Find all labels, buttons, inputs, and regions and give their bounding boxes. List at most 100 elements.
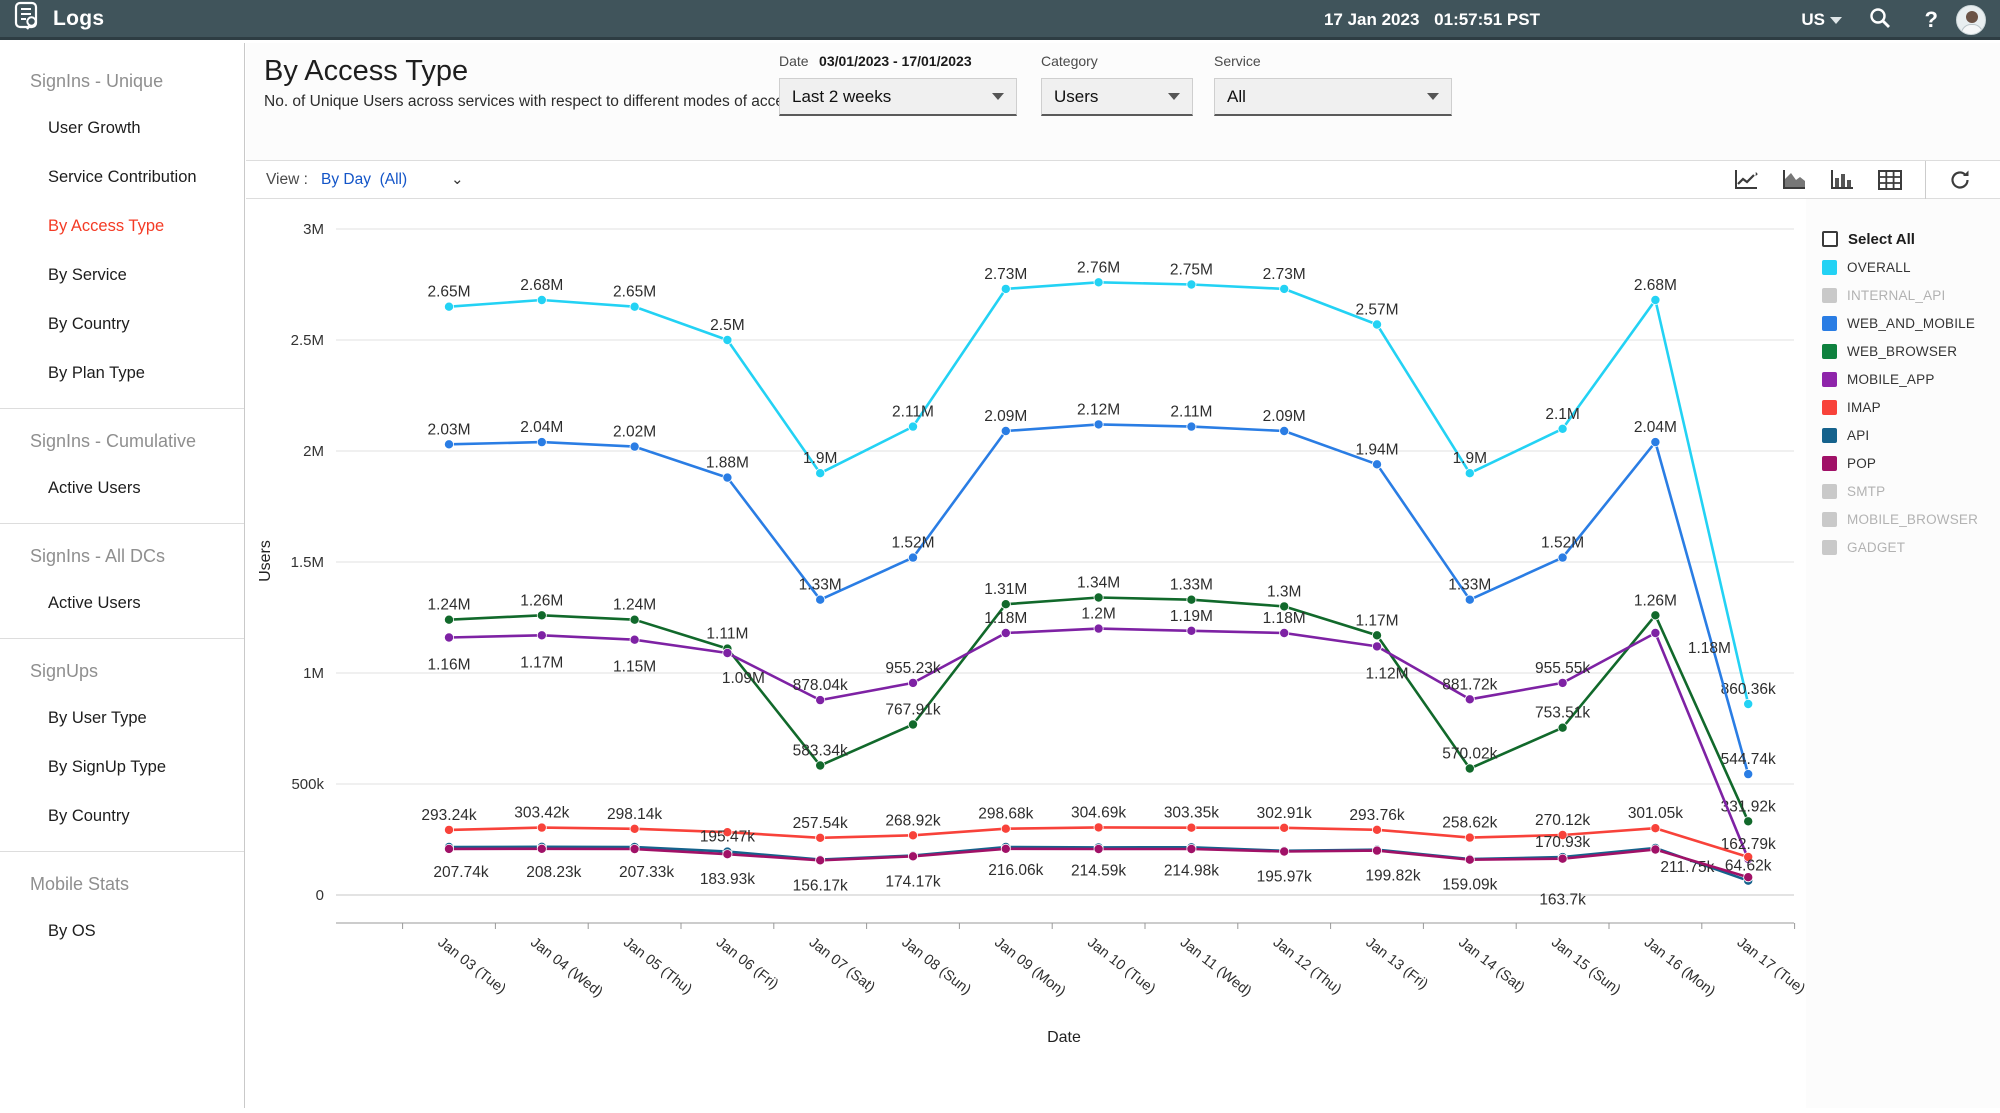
sidebar-item-by-country[interactable]: By Country [48,315,130,333]
sidebar-item-by-os[interactable]: By OS [48,922,96,940]
legend-item-api[interactable]: API [1822,421,2000,449]
service-select[interactable]: All [1214,78,1452,116]
category-select[interactable]: Users [1041,78,1193,116]
legend-item-smtp[interactable]: SMTP [1822,477,2000,505]
data-point-imap[interactable] [1650,823,1661,834]
data-point-web_and_mobile[interactable] [1279,425,1290,436]
legend-item-pop[interactable]: POP [1822,449,2000,477]
data-point-pop[interactable] [443,843,454,854]
data-point-imap[interactable] [1186,822,1197,833]
data-point-pop[interactable] [815,855,826,866]
data-point-web_browser[interactable] [443,614,454,625]
legend-item-mobile_browser[interactable]: MOBILE_BROWSER [1822,505,2000,533]
data-point-mobile_app[interactable] [722,647,733,658]
data-point-web_browser[interactable] [629,614,640,625]
data-point-overall[interactable] [1093,277,1104,288]
view-selector[interactable]: By Day (All) [321,171,407,189]
legend-item-overall[interactable]: OVERALL [1822,253,2000,281]
data-point-overall[interactable] [536,295,547,306]
data-point-mobile_app[interactable] [908,677,919,688]
data-point-overall[interactable] [1279,283,1290,294]
data-point-web_and_mobile[interactable] [1000,425,1011,436]
legend-item-web_browser[interactable]: WEB_BROWSER [1822,337,2000,365]
data-point-mobile_app[interactable] [1557,677,1568,688]
sidebar-item-by-signup-type[interactable]: By SignUp Type [48,758,167,776]
data-point-imap[interactable] [1000,823,1011,834]
data-point-imap[interactable] [1093,822,1104,833]
data-point-web_browser[interactable] [1279,601,1290,612]
data-point-overall[interactable] [1186,279,1197,290]
data-point-pop[interactable] [1557,853,1568,864]
data-point-web_browser[interactable] [1650,610,1661,621]
sidebar-item-active-users[interactable]: Active Users [48,479,141,497]
data-point-mobile_app[interactable] [536,630,547,641]
data-point-imap[interactable] [1464,832,1475,843]
sidebar-item-by-service[interactable]: By Service [48,266,127,284]
area-chart-icon[interactable] [1781,168,1807,192]
data-point-overall[interactable] [1650,295,1661,306]
line-chart-icon[interactable] [1733,168,1759,192]
data-point-web_and_mobile[interactable] [536,437,547,448]
data-point-web_and_mobile[interactable] [908,552,919,563]
data-point-pop[interactable] [1464,854,1475,865]
refresh-icon[interactable] [1948,168,1972,192]
data-point-mobile_app[interactable] [1093,623,1104,634]
data-point-imap[interactable] [443,824,454,835]
data-point-web_and_mobile[interactable] [629,441,640,452]
data-point-pop[interactable] [1186,844,1197,855]
data-point-web_and_mobile[interactable] [1650,437,1661,448]
help-icon[interactable]: ? [1924,7,1938,32]
data-point-overall[interactable] [1372,319,1383,330]
data-point-overall[interactable] [629,301,640,312]
legend-item-mobile_app[interactable]: MOBILE_APP [1822,365,2000,393]
date-range-select[interactable]: Last 2 weeks [779,78,1017,116]
table-view-icon[interactable] [1877,168,1903,192]
legend-item-imap[interactable]: IMAP [1822,393,2000,421]
data-point-web_and_mobile[interactable] [1464,594,1475,605]
chevron-down-icon[interactable]: ⌄ [451,171,464,188]
data-point-web_browser[interactable] [1372,630,1383,641]
data-point-imap[interactable] [1743,852,1754,863]
data-point-web_and_mobile[interactable] [1372,459,1383,470]
data-point-pop[interactable] [1650,844,1661,855]
data-point-imap[interactable] [1279,822,1290,833]
data-point-overall[interactable] [443,301,454,312]
legend-item-web_and_mobile[interactable]: WEB_AND_MOBILE [1822,309,2000,337]
legend-item-gadget[interactable]: GADGET [1822,533,2000,561]
data-point-web_browser[interactable] [1464,763,1475,774]
sidebar-item-by-access-type[interactable]: By Access Type [48,217,165,235]
data-point-overall[interactable] [1743,698,1754,709]
data-point-pop[interactable] [536,843,547,854]
data-point-web_browser[interactable] [1093,592,1104,603]
sidebar-item-user-growth[interactable]: User Growth [48,119,141,137]
region-selector[interactable]: US [1801,10,1842,30]
data-point-mobile_app[interactable] [1372,641,1383,652]
data-point-web_and_mobile[interactable] [815,594,826,605]
user-avatar[interactable] [1956,5,1986,35]
data-point-web_browser[interactable] [1743,816,1754,827]
search-icon[interactable] [1868,6,1892,35]
data-point-imap[interactable] [1557,830,1568,841]
legend-item-internal_api[interactable]: INTERNAL_API [1822,281,2000,309]
sidebar-item-by-plan-type[interactable]: By Plan Type [48,364,145,382]
data-point-overall[interactable] [815,468,826,479]
data-point-web_and_mobile[interactable] [1743,769,1754,780]
bar-chart-icon[interactable] [1829,168,1855,192]
sidebar-item-active-users[interactable]: Active Users [48,594,141,612]
data-point-pop[interactable] [722,849,733,860]
data-point-imap[interactable] [1372,824,1383,835]
data-point-pop[interactable] [1372,845,1383,856]
checkbox-icon[interactable] [1822,231,1838,247]
data-point-pop[interactable] [1000,843,1011,854]
data-point-web_browser[interactable] [908,719,919,730]
data-point-mobile_app[interactable] [443,632,454,643]
data-point-mobile_app[interactable] [629,634,640,645]
data-point-web_browser[interactable] [1557,722,1568,733]
data-point-web_browser[interactable] [536,610,547,621]
data-point-mobile_app[interactable] [1279,627,1290,638]
data-point-web_and_mobile[interactable] [722,472,733,483]
sidebar-item-by-country[interactable]: By Country [48,807,130,825]
sidebar-item-service-contribution[interactable]: Service Contribution [48,168,197,186]
data-point-mobile_app[interactable] [1186,625,1197,636]
data-point-mobile_app[interactable] [1000,627,1011,638]
